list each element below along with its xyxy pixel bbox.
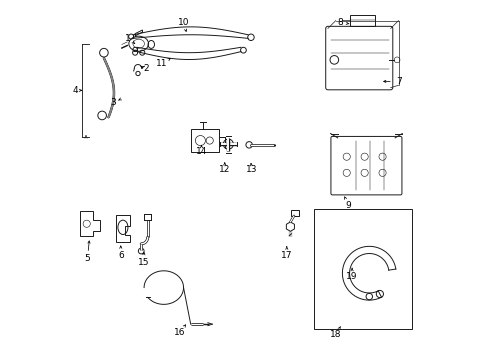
Bar <box>190 129 219 152</box>
Text: 14: 14 <box>195 147 207 156</box>
Bar <box>349 15 375 26</box>
Bar <box>314 209 411 329</box>
Text: 18: 18 <box>329 330 341 339</box>
Text: 16: 16 <box>174 328 185 337</box>
Bar <box>291 211 298 216</box>
Text: 19: 19 <box>346 272 357 281</box>
Text: 4: 4 <box>72 86 78 95</box>
Text: 12: 12 <box>219 165 230 174</box>
Text: 6: 6 <box>118 251 123 260</box>
Text: 15: 15 <box>137 258 149 267</box>
Text: 5: 5 <box>84 255 90 264</box>
Text: 8: 8 <box>337 18 343 27</box>
Text: 17: 17 <box>281 251 292 260</box>
Text: 13: 13 <box>245 165 257 174</box>
Text: 11: 11 <box>156 59 167 68</box>
Text: 10: 10 <box>178 18 189 27</box>
Text: 2: 2 <box>143 64 148 73</box>
Text: 7: 7 <box>395 77 401 86</box>
Text: 3: 3 <box>110 98 116 107</box>
Text: 9: 9 <box>345 201 351 210</box>
Text: 1: 1 <box>125 34 131 43</box>
